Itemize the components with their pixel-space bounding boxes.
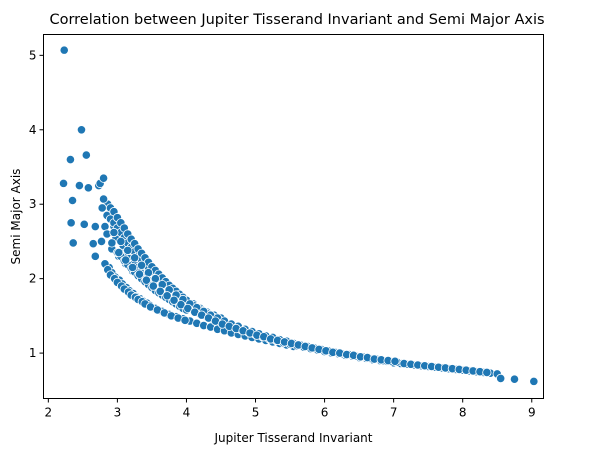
y-tick-label: 4 [29,123,37,137]
data-point [109,227,119,238]
x-tick-label: 4 [183,406,191,420]
data-point [123,245,133,255]
data-point [496,373,506,383]
data-point [74,181,85,191]
data-point [136,260,147,270]
points-layer [58,45,539,386]
data-point [59,45,69,55]
data-point [162,291,172,301]
data-point [97,203,107,213]
data-point [127,262,138,273]
data-point [98,173,109,183]
y-tick-label: 5 [29,48,37,62]
x-tick-label: 8 [459,406,467,420]
data-point [130,253,140,263]
y-tick-label: 3 [29,197,37,211]
data-point [65,154,76,165]
data-point [155,286,165,296]
y-tick-label: 2 [29,272,37,286]
y-axis-label: Semi Major Axis [9,169,23,265]
data-point [169,295,179,305]
data-point [176,300,186,310]
data-point [98,194,109,204]
data-point [88,239,98,249]
chart-title: Correlation between Jupiter Tisserand In… [49,12,544,28]
data-point [58,178,69,188]
data-point [482,367,492,378]
data-point [81,150,91,160]
data-point [79,219,89,229]
plot-frame [43,34,544,399]
data-point [68,238,78,248]
x-tick-label: 9 [528,406,536,420]
data-point [529,376,539,386]
data-point [134,269,145,279]
data-point [90,251,100,261]
data-point [66,218,76,228]
x-axis-label: Jupiter Tisserand Invariant [214,431,373,445]
data-point [148,281,158,291]
data-point [76,125,87,135]
x-tick-label: 5 [252,406,260,420]
data-point [67,195,78,206]
data-point [180,315,190,325]
data-point [121,255,131,265]
data-point [90,221,100,232]
data-point [96,236,107,247]
data-point [509,374,520,384]
data-point [390,356,400,366]
x-tick-label: 7 [390,406,398,420]
x-tick-label: 2 [45,406,53,420]
data-point [116,236,126,247]
data-point [107,238,117,248]
y-axis: 1 2 3 4 5 [29,48,44,360]
data-point [141,275,151,285]
x-tick-label: 3 [114,406,122,420]
y-tick-label: 1 [29,346,37,360]
x-tick-label: 6 [321,406,329,420]
data-point [114,248,124,258]
x-axis: 2 3 4 5 6 7 8 9 [45,398,536,420]
data-point [83,183,93,193]
